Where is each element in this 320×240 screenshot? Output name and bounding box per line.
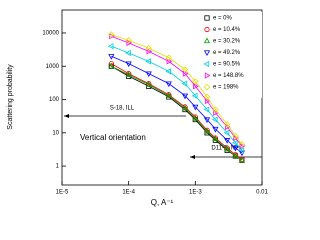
marker xyxy=(125,71,132,78)
legend-marker xyxy=(203,50,211,56)
page: {"chart_data": {"type": "scatter-line", … xyxy=(6,9,269,208)
x-axis-label: Q, A⁻¹ xyxy=(151,198,174,207)
marker xyxy=(192,104,199,111)
marker xyxy=(108,31,115,38)
x-tick-label: 0.01 xyxy=(256,190,268,196)
marker xyxy=(192,114,198,120)
marker xyxy=(182,70,189,77)
legend-label: e = 148.8% xyxy=(213,73,244,79)
marker xyxy=(145,44,152,52)
marker xyxy=(125,37,132,44)
marker xyxy=(108,61,114,67)
marker xyxy=(165,92,172,98)
marker xyxy=(223,121,231,128)
arrowhead xyxy=(190,155,195,159)
y-tick-label: 1 xyxy=(56,164,60,170)
chart: Scattering probability Q, A⁻¹ S-18, ILL … xyxy=(7,9,268,207)
marker xyxy=(193,83,199,90)
marker xyxy=(108,62,115,69)
legend-label: e = 198% xyxy=(213,85,239,91)
y-tick-label: 10 xyxy=(52,130,59,136)
arrowhead xyxy=(64,114,69,118)
marker xyxy=(224,145,230,151)
marker xyxy=(181,66,189,73)
legend-marker xyxy=(203,37,211,44)
legend-label: e = 49.2% xyxy=(213,50,241,56)
marker xyxy=(107,43,114,50)
marker xyxy=(212,135,219,142)
marker xyxy=(232,152,239,159)
marker xyxy=(203,93,211,101)
marker xyxy=(145,58,151,65)
marker xyxy=(181,93,189,100)
legend-marker xyxy=(204,15,210,21)
marker xyxy=(224,145,231,152)
marker xyxy=(165,68,171,75)
y-tick-label: 10000 xyxy=(42,31,59,37)
marker xyxy=(224,138,231,144)
marker xyxy=(239,142,246,150)
series-line xyxy=(111,65,243,161)
marker xyxy=(212,106,219,113)
marker xyxy=(232,132,239,140)
marker xyxy=(108,54,115,60)
series-line xyxy=(111,34,243,145)
marker xyxy=(145,71,152,78)
marker xyxy=(224,123,231,131)
marker xyxy=(125,61,132,68)
legend-label: e = 90.5% xyxy=(213,62,241,68)
marker xyxy=(238,150,246,157)
series-line xyxy=(111,45,243,151)
marker xyxy=(203,127,211,134)
annotation: S-18, ILL xyxy=(110,106,135,112)
x-tick-label: 1E-3 xyxy=(189,190,202,196)
marker xyxy=(192,114,199,121)
x-tick-label: 1E-5 xyxy=(56,190,69,196)
series-line xyxy=(111,65,243,161)
legend-marker xyxy=(204,72,211,79)
legend-label: e = 10.4% xyxy=(213,27,241,33)
marker xyxy=(203,106,210,113)
marker xyxy=(203,117,211,124)
marker xyxy=(191,92,198,99)
series-line xyxy=(111,55,243,154)
marker xyxy=(145,81,152,87)
marker xyxy=(238,141,246,148)
marker xyxy=(126,39,133,47)
y-axis-label: Scattering probability xyxy=(7,64,14,130)
marker xyxy=(165,54,173,61)
series-line xyxy=(111,63,243,160)
marker xyxy=(181,80,188,87)
legend-label: e = 0% xyxy=(213,16,233,22)
marker xyxy=(192,78,199,85)
marker xyxy=(211,116,218,123)
legend xyxy=(200,12,262,98)
legend-marker xyxy=(204,26,210,33)
marker xyxy=(232,145,239,152)
marker xyxy=(125,49,131,57)
marker xyxy=(165,81,172,88)
legend-marker xyxy=(203,83,211,91)
marker xyxy=(232,139,238,146)
x-tick-label: 1E-4 xyxy=(122,190,135,196)
marker xyxy=(212,126,219,133)
marker xyxy=(238,156,246,163)
marker xyxy=(181,104,189,111)
series-line xyxy=(111,35,243,147)
legend-marker xyxy=(203,60,210,68)
y-tick-label: 100 xyxy=(49,97,60,103)
marker xyxy=(223,129,230,136)
marker xyxy=(238,147,245,154)
legend-label: e = 30.2% xyxy=(213,39,241,45)
annotation: Vertical orientation xyxy=(80,133,146,142)
marker xyxy=(204,97,211,105)
y-tick-label: 1000 xyxy=(46,64,60,70)
